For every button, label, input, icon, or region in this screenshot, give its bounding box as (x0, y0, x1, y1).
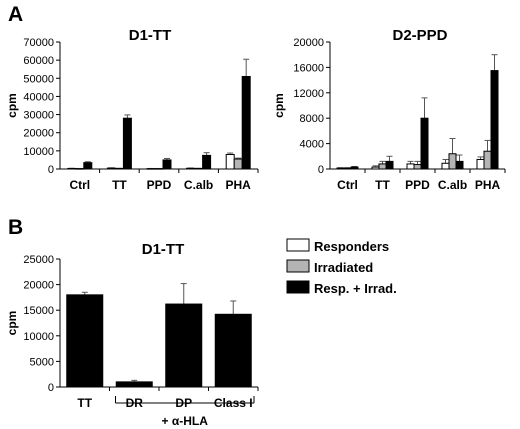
legend-label: Irradiated (314, 260, 373, 275)
y-tick-label: 4000 (300, 139, 324, 151)
bar (194, 167, 204, 170)
y-tick-label: 20000 (23, 280, 54, 292)
x-tick-label: PHA (475, 178, 501, 192)
y-tick-label: 16000 (293, 62, 324, 74)
legend-label: Resp. + Irrad. (314, 281, 397, 296)
bar (115, 381, 153, 388)
y-tick-label: 8000 (300, 113, 324, 125)
y-tick-label: 5000 (30, 356, 54, 368)
bar (67, 167, 77, 170)
bar (413, 164, 422, 170)
y-tick-label: 10000 (23, 146, 54, 158)
y-tick-label: 25000 (23, 254, 54, 266)
bar (343, 167, 352, 170)
x-tick-label: PPD (147, 178, 172, 192)
chart-title: D2-PPD (392, 27, 447, 44)
y-tick-label: 50000 (23, 73, 54, 85)
bar (154, 168, 164, 170)
y-tick-label: 15000 (23, 305, 54, 317)
y-tick-label: 10000 (23, 331, 54, 343)
x-tick-label: C.alb (184, 178, 213, 192)
legend-label: Responders (314, 239, 389, 254)
legend: Responders Irradiated Resp. + Irrad. (286, 238, 397, 296)
x-tick-label: Ctrl (69, 178, 90, 192)
legend-swatch (286, 280, 310, 294)
x-tick-label: C.alb (438, 178, 467, 192)
bar (233, 158, 243, 170)
bar (114, 167, 124, 170)
bar (385, 160, 394, 170)
y-axis-label: cpm (5, 311, 19, 336)
y-axis-label: cpm (5, 93, 19, 118)
bar (483, 150, 492, 170)
bar (214, 313, 252, 388)
legend-swatch (286, 259, 310, 273)
bar (490, 70, 499, 170)
chart-title: D1-TT (129, 27, 172, 44)
bar (225, 153, 235, 170)
bar (406, 163, 415, 170)
chart-d1-tt: D1-TT cpm 0 10000 20000 30000 40000 50000 60000 7… (5, 27, 259, 192)
bar (165, 303, 203, 388)
y-tick-label: 70000 (23, 37, 54, 49)
x-tick-label: PHA (226, 178, 252, 192)
bar (441, 162, 450, 170)
bar (241, 75, 251, 170)
y-tick-label: 0 (318, 164, 324, 176)
y-tick-label: 40000 (23, 91, 54, 103)
group-bracket-label: + α-HLA (162, 414, 209, 428)
y-tick-label: 60000 (23, 55, 54, 67)
bar (336, 167, 345, 170)
y-tick-label: 30000 (23, 110, 54, 122)
bar (106, 167, 116, 170)
y-tick-label: 20000 (293, 37, 324, 49)
y-tick-label: 0 (48, 164, 54, 176)
x-tick-label: TT (375, 178, 390, 192)
bar (448, 153, 457, 170)
bar (75, 168, 85, 170)
chart-d2-ppd: D2-PPD cpm 0 4000 8000 12000 16000 20000 Ctrl TT P… (272, 27, 506, 192)
bar (371, 166, 380, 170)
bar (476, 158, 485, 170)
bar (83, 162, 93, 170)
bar (66, 294, 104, 388)
bar (350, 166, 359, 170)
x-tick-label: TT (77, 396, 92, 410)
y-tick-label: 12000 (293, 88, 324, 100)
bar (186, 167, 196, 170)
x-tick-label: Ctrl (337, 178, 358, 192)
group-bracket: + α-HLA (115, 396, 255, 428)
bar (146, 168, 156, 170)
y-axis-label: cpm (272, 93, 286, 118)
bar (162, 159, 172, 170)
bar (202, 154, 212, 170)
bar (420, 117, 429, 170)
x-tick-label: TT (112, 178, 127, 192)
panel-letter-b: B (8, 216, 23, 239)
bar (455, 160, 464, 170)
y-tick-label: 0 (48, 382, 54, 394)
panel-letter-a: A (8, 3, 23, 26)
y-tick-label: 20000 (23, 128, 54, 140)
chart-title: D1-TT (142, 241, 185, 258)
legend-swatch (286, 238, 310, 252)
bar (378, 163, 387, 170)
bar (122, 117, 132, 170)
x-tick-label: PPD (405, 178, 430, 192)
